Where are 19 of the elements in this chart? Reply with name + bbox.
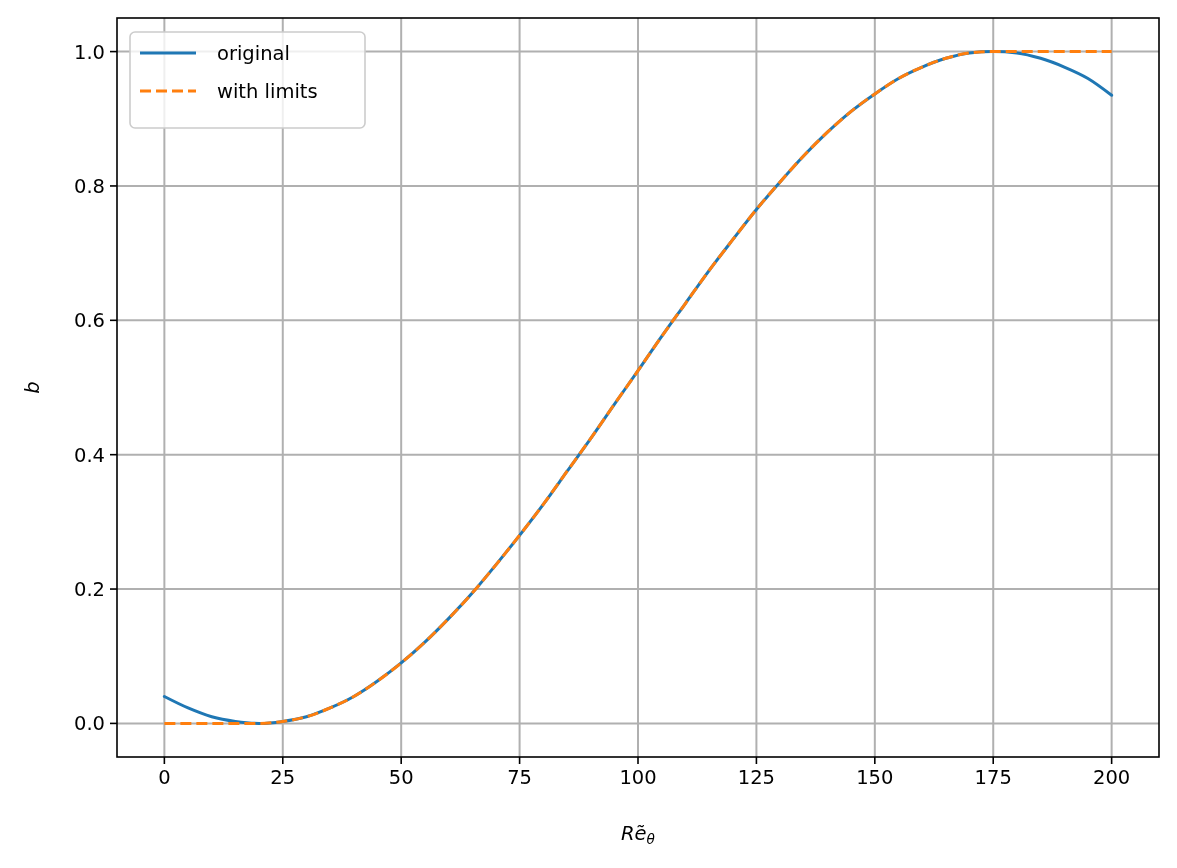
x-tick-label: 50 <box>388 766 414 789</box>
x-tick-label: 175 <box>974 766 1012 789</box>
x-tick-label: 25 <box>270 766 296 789</box>
legend-label: original <box>217 42 290 65</box>
y-tick-label: 0.6 <box>73 309 105 333</box>
y-tick-label: 0.4 <box>73 443 105 467</box>
x-tick-label: 75 <box>507 766 532 789</box>
y-tick-label: 0.2 <box>73 578 105 602</box>
y-axis-title: b <box>21 381 44 394</box>
x-tick-label: 150 <box>856 766 894 789</box>
y-tick-label: 0.0 <box>73 712 105 736</box>
legend-label: with limits <box>217 80 318 103</box>
x-tick-label: 125 <box>737 766 776 789</box>
x-tick-label: 0 <box>158 766 171 789</box>
y-tick-label: 1.0 <box>73 40 105 64</box>
y-tick-label: 0.8 <box>73 174 105 198</box>
x-tick-label: 200 <box>1093 766 1131 789</box>
x-axis-title: Rẽ$_{θ}$ <box>621 822 656 847</box>
x-tick-label: 100 <box>619 766 657 789</box>
